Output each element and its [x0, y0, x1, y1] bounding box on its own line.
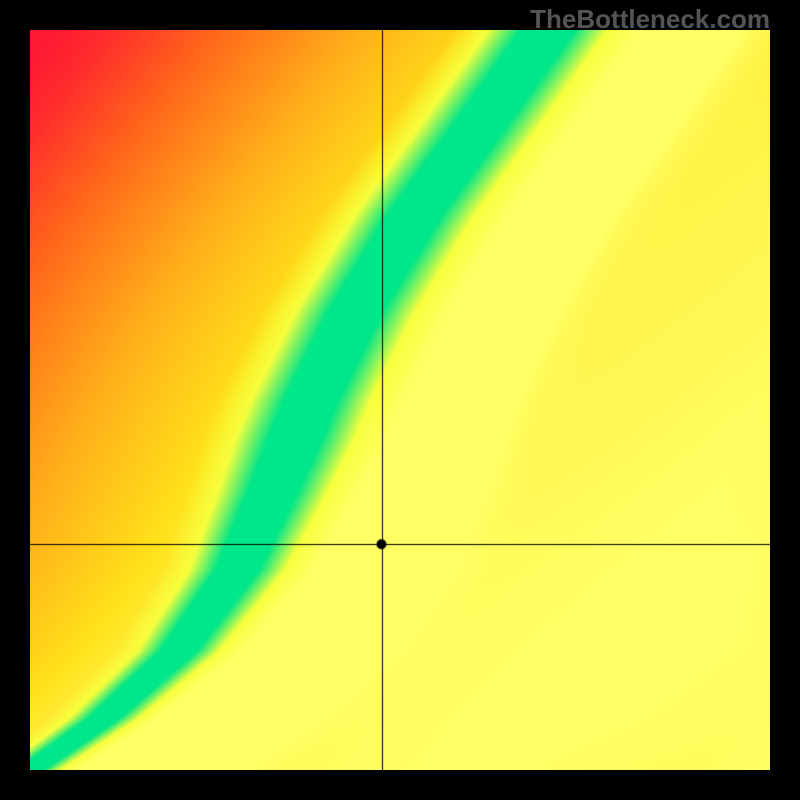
chart-container: { "canvas": { "full_width": 800, "full_h… — [0, 0, 800, 800]
bottleneck-heatmap — [30, 30, 770, 770]
watermark-text: TheBottleneck.com — [530, 4, 770, 35]
